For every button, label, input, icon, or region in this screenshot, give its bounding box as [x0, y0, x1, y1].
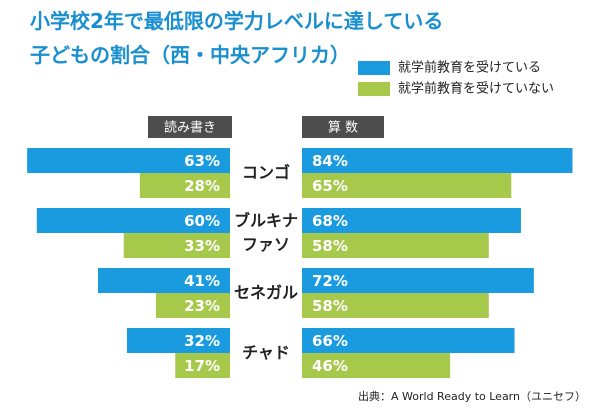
- category-label: セネガル: [234, 283, 298, 302]
- value-label: 63%: [184, 152, 220, 170]
- bar: [302, 268, 534, 293]
- bar: [302, 208, 521, 233]
- value-label: 32%: [184, 332, 220, 350]
- value-label: 33%: [184, 237, 220, 255]
- panel-header: 算 数: [328, 121, 358, 136]
- value-label: 46%: [312, 357, 348, 375]
- bar: [302, 173, 512, 198]
- bar: [175, 353, 230, 378]
- value-label: 28%: [184, 177, 220, 195]
- value-label: 66%: [312, 332, 348, 350]
- bar: [139, 173, 230, 198]
- value-label: 23%: [184, 297, 220, 315]
- value-label: 41%: [184, 272, 220, 290]
- value-label: 58%: [312, 237, 348, 255]
- value-label: 58%: [312, 297, 348, 315]
- category-label: コンゴ: [242, 163, 290, 182]
- bar: [302, 293, 489, 318]
- bar: [302, 328, 515, 353]
- legend-label: 就学前教育を受けていない: [398, 81, 554, 97]
- value-label: 65%: [312, 177, 348, 195]
- value-label: 68%: [312, 212, 348, 230]
- legend-swatch: [358, 61, 390, 75]
- bar: [126, 328, 230, 353]
- bar: [302, 148, 573, 173]
- panel-header-bg: [302, 116, 384, 138]
- bar: [97, 268, 230, 293]
- value-label: 72%: [312, 272, 348, 290]
- bar: [27, 148, 230, 173]
- panel-header: 読み書き: [164, 120, 216, 136]
- panel-header-bg: [148, 116, 232, 138]
- value-label: 84%: [312, 152, 348, 170]
- chart-title: 小学校2年で最低限の学力レベルに達している子どもの割合（西・中央アフリカ）: [30, 9, 443, 67]
- bar: [123, 233, 230, 258]
- legend-swatch: [358, 82, 390, 96]
- category-label: ブルキナファソ: [234, 211, 298, 254]
- category-label: チャド: [242, 343, 290, 362]
- bar: [36, 208, 230, 233]
- bar: [302, 233, 489, 258]
- source-note: 出典：A World Ready to Learn（ユニセフ）: [358, 389, 586, 403]
- bar: [302, 353, 451, 378]
- bar: [155, 293, 230, 318]
- legend-label: 就学前教育を受けている: [398, 60, 541, 76]
- value-label: 17%: [184, 357, 220, 375]
- value-label: 60%: [184, 212, 220, 230]
